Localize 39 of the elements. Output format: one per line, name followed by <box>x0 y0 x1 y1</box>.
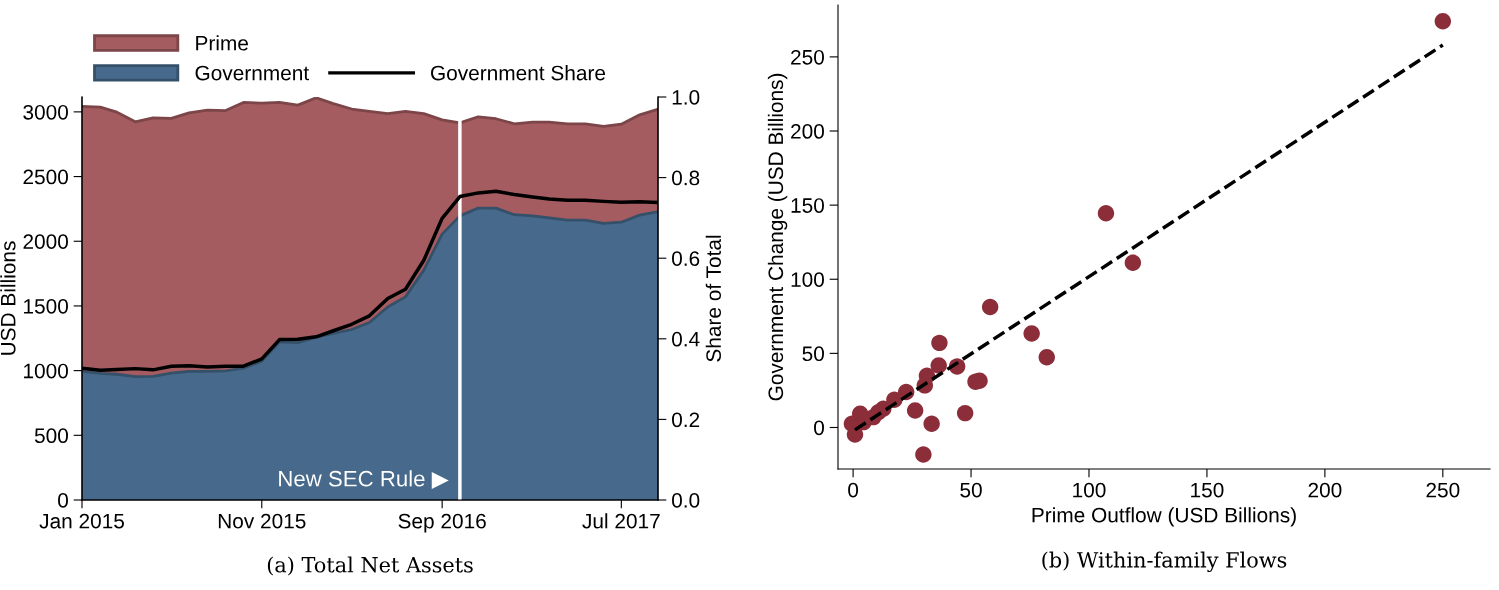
legend-label: Government <box>195 65 309 81</box>
y2-axis-title: Share of Total <box>705 235 722 362</box>
text: (b) Within-family Flows <box>1042 551 1287 573</box>
y-tick-label: 2000 <box>23 234 68 250</box>
y2-tick-label: 0.2 <box>672 412 700 428</box>
y-tick-label: 3000 <box>23 104 68 120</box>
y-tick-label: 50 <box>802 346 824 362</box>
y-tick-label: 1500 <box>24 298 68 314</box>
x-axis-title: Prime Outflow (USD Billions) <box>1032 507 1296 527</box>
x-tick-label: 150 <box>1191 482 1224 498</box>
y-tick-label: 250 <box>791 49 824 65</box>
y-tick-label: 0 <box>814 420 824 436</box>
x-tick-label: Jul 2017 <box>582 513 660 529</box>
legend-label: Prime <box>196 35 248 51</box>
y-axis-title: USD Billions <box>0 241 16 355</box>
y-tick-label: 2500 <box>23 169 68 185</box>
y-axis-title: Government Change (USD Billions) <box>767 73 788 401</box>
x-tick-label: 50 <box>960 482 982 498</box>
x-tick-label: Sep 2016 <box>398 513 486 533</box>
y-tick-label: 1000 <box>24 363 68 379</box>
x-tick-label: Nov 2015 <box>218 513 306 529</box>
y-tick-label: 200 <box>791 124 824 139</box>
y2-tick-label: 0.6 <box>672 251 700 266</box>
x-tick-label: 100 <box>1073 482 1106 498</box>
y-tick-label: 150 <box>791 198 824 213</box>
y2-tick-label: 0.8 <box>672 170 700 186</box>
legend-label: Government Share <box>431 65 606 81</box>
x-tick-label: Jan 2015 <box>39 513 124 529</box>
y-tick-label: 100 <box>791 272 824 287</box>
y2-tick-label: 1.0 <box>672 90 700 105</box>
x-tick-label: 0 <box>848 482 859 498</box>
x-tick-label: 250 <box>1426 482 1460 498</box>
y-tick-label: 0 <box>58 493 68 508</box>
y2-tick-label: 0.4 <box>672 331 700 347</box>
x-tick-label: 200 <box>1308 482 1342 498</box>
y-tick-label: 500 <box>34 428 68 444</box>
text: (a) Total Net Assets <box>267 556 473 576</box>
y2-tick-label: 0.0 <box>672 493 700 508</box>
annotation: New SEC Rule ▶ <box>279 470 449 490</box>
